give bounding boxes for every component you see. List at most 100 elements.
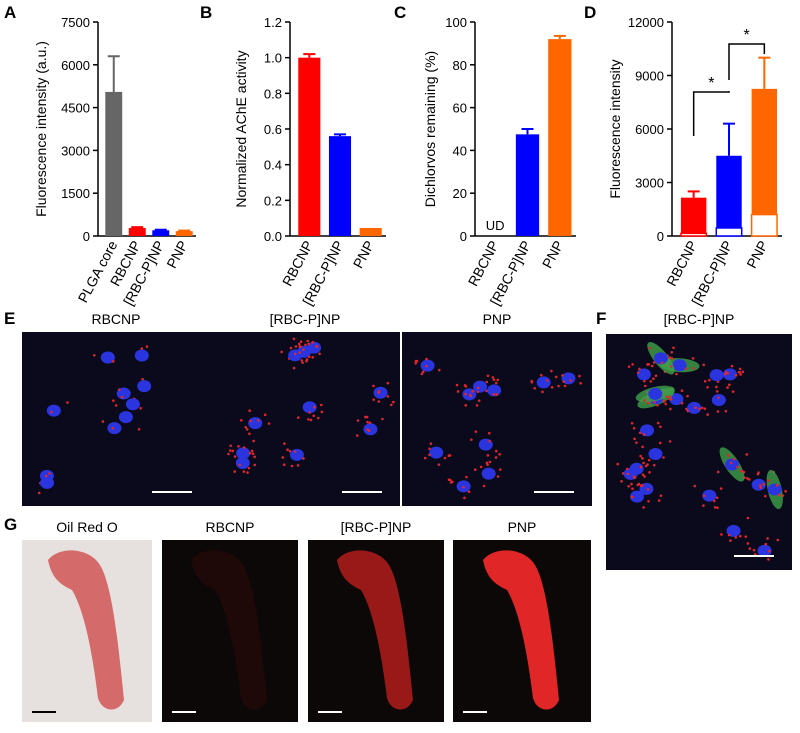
particle bbox=[111, 426, 115, 430]
particle bbox=[366, 420, 369, 424]
particle bbox=[307, 418, 310, 421]
particle bbox=[740, 469, 744, 473]
particle bbox=[703, 407, 707, 410]
particle bbox=[633, 437, 636, 441]
nucleus bbox=[363, 423, 378, 436]
particle bbox=[759, 486, 763, 489]
panel-label: E bbox=[4, 309, 15, 328]
particle bbox=[111, 360, 115, 363]
tissue bbox=[191, 550, 267, 710]
particle bbox=[719, 487, 723, 490]
particle bbox=[643, 384, 647, 388]
particle bbox=[248, 451, 252, 455]
particle bbox=[476, 390, 480, 394]
particle bbox=[663, 399, 666, 403]
nucleus bbox=[725, 458, 740, 471]
particle bbox=[50, 410, 53, 414]
x-tick-label: PNP bbox=[163, 238, 191, 271]
particle bbox=[292, 366, 296, 370]
particle bbox=[315, 345, 318, 349]
particle bbox=[120, 395, 124, 399]
particle bbox=[414, 362, 417, 365]
particle bbox=[694, 406, 697, 409]
panel-label: A bbox=[4, 3, 16, 22]
particle bbox=[706, 386, 709, 389]
particle bbox=[309, 418, 313, 422]
particle bbox=[498, 453, 501, 456]
particle bbox=[368, 421, 372, 425]
particle bbox=[736, 465, 739, 469]
particle bbox=[642, 506, 645, 509]
nucleus bbox=[757, 544, 772, 557]
particle bbox=[299, 340, 303, 343]
particle bbox=[652, 361, 656, 364]
particle bbox=[114, 404, 118, 407]
bar bbox=[128, 228, 146, 236]
particle bbox=[702, 504, 705, 507]
particle bbox=[729, 539, 732, 542]
particle bbox=[675, 372, 678, 376]
particle bbox=[550, 386, 554, 389]
particle bbox=[656, 421, 660, 425]
particle bbox=[713, 499, 716, 503]
y-axis-title: Fluorescence intensity (a.u.) bbox=[33, 41, 49, 217]
particle bbox=[231, 449, 235, 453]
particle bbox=[652, 377, 655, 381]
particle bbox=[662, 456, 665, 459]
y-tick-label: 0.4 bbox=[264, 158, 282, 173]
particle bbox=[734, 536, 738, 539]
particle bbox=[463, 496, 466, 500]
nucleus bbox=[236, 447, 251, 460]
particle bbox=[487, 431, 491, 435]
particle bbox=[652, 463, 656, 467]
particle bbox=[355, 434, 359, 437]
image-title: PNP bbox=[483, 311, 512, 327]
nucleus bbox=[248, 417, 263, 430]
particle bbox=[237, 444, 240, 448]
particle bbox=[286, 448, 289, 452]
particle bbox=[669, 396, 672, 399]
y-tick-label: 0.2 bbox=[264, 193, 282, 208]
particle bbox=[479, 465, 483, 469]
particle bbox=[727, 533, 731, 537]
micrographs: RBCNP [RBC-P]NP PNP [RBC-P]NP Oil Red O RBCNP… bbox=[22, 311, 792, 722]
particle bbox=[621, 472, 625, 475]
particle bbox=[738, 367, 742, 371]
bar bbox=[152, 230, 170, 236]
panel-label: C bbox=[394, 3, 406, 22]
particle bbox=[777, 493, 781, 497]
y-tick-label: 1.0 bbox=[264, 51, 282, 66]
nucleus bbox=[118, 411, 133, 424]
y-tick-label: 6000 bbox=[61, 58, 90, 73]
particle bbox=[533, 386, 537, 390]
particle bbox=[377, 400, 381, 403]
particle bbox=[641, 445, 644, 449]
particle bbox=[229, 444, 233, 448]
particle bbox=[48, 472, 51, 475]
particle bbox=[251, 452, 255, 456]
particle bbox=[253, 463, 257, 467]
particle bbox=[456, 390, 460, 393]
particle bbox=[739, 534, 742, 538]
particle bbox=[640, 483, 644, 487]
particle bbox=[448, 454, 452, 457]
particle bbox=[425, 364, 428, 368]
particle bbox=[659, 494, 663, 497]
particle bbox=[642, 461, 645, 465]
particle bbox=[297, 342, 301, 346]
particle bbox=[684, 367, 688, 370]
particle bbox=[649, 380, 652, 383]
particle bbox=[298, 351, 301, 354]
particle bbox=[455, 383, 459, 387]
particle bbox=[646, 402, 650, 405]
particle bbox=[296, 464, 300, 467]
particle bbox=[488, 439, 492, 443]
particle bbox=[631, 363, 634, 366]
particle bbox=[739, 373, 742, 376]
particle bbox=[713, 506, 717, 509]
particle bbox=[137, 428, 141, 431]
nucleus bbox=[116, 387, 131, 400]
particle bbox=[377, 389, 381, 393]
particle bbox=[470, 438, 473, 441]
